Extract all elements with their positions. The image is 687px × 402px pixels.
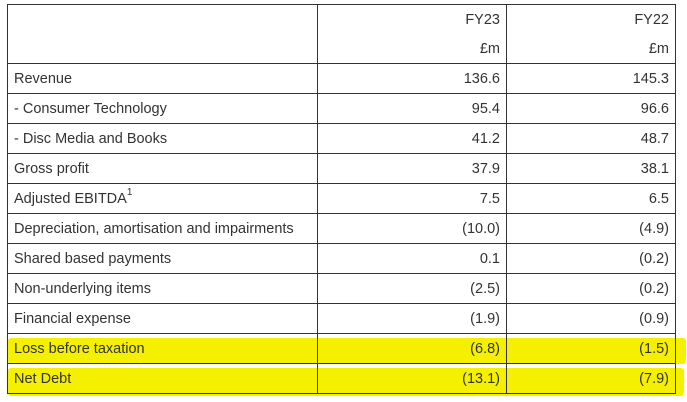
header-fy23: FY23 <box>317 4 507 34</box>
fy23-value: 37.9 <box>317 153 507 184</box>
header-row-unit: £m £m <box>7 34 676 64</box>
fy23-value: (1.9) <box>317 303 507 334</box>
unit-fy22: £m <box>506 34 676 64</box>
row-label: Revenue <box>7 63 318 94</box>
fy22-value: (0.2) <box>506 273 676 304</box>
table-row: Financial expense (1.9) (0.9) <box>7 303 676 334</box>
table-row-highlighted: Loss before taxation (6.8) (1.5) <box>7 333 676 364</box>
fy22-value: (0.9) <box>506 303 676 334</box>
header-blank-cell <box>7 4 318 34</box>
table-row: Adjusted EBITDA1 7.5 6.5 <box>7 183 676 214</box>
table-row: Revenue 136.6 145.3 <box>7 63 676 94</box>
row-label: Gross profit <box>7 153 318 184</box>
fy23-value: 0.1 <box>317 243 507 274</box>
row-label: Adjusted EBITDA1 <box>7 183 318 214</box>
fy23-value: (13.1) <box>317 363 507 394</box>
table-row: Shared based payments 0.1 (0.2) <box>7 243 676 274</box>
header-blank-cell <box>7 34 318 64</box>
table-row: Depreciation, amortisation and impairmen… <box>7 213 676 244</box>
header-fy22: FY22 <box>506 4 676 34</box>
fy23-value: 7.5 <box>317 183 507 214</box>
table-row: - Disc Media and Books 41.2 48.7 <box>7 123 676 154</box>
row-label: Net Debt <box>7 363 318 394</box>
fy22-value: (0.2) <box>506 243 676 274</box>
fy23-value: (6.8) <box>317 333 507 364</box>
table-row: - Consumer Technology 95.4 96.6 <box>7 93 676 124</box>
fy23-value: 95.4 <box>317 93 507 124</box>
fy22-value: 38.1 <box>506 153 676 184</box>
header-row-period: FY23 FY22 <box>7 4 676 34</box>
row-label: Financial expense <box>7 303 318 334</box>
fy23-value: 41.2 <box>317 123 507 154</box>
financial-table: FY23 FY22 £m £m Revenue 136.6 145.3 - Co… <box>7 4 676 394</box>
table-row: Gross profit 37.9 38.1 <box>7 153 676 184</box>
fy22-value: 48.7 <box>506 123 676 154</box>
unit-fy23: £m <box>317 34 507 64</box>
row-label: - Consumer Technology <box>7 93 318 124</box>
fy23-value: (2.5) <box>317 273 507 304</box>
row-label: Non-underlying items <box>7 273 318 304</box>
fy23-value: 136.6 <box>317 63 507 94</box>
row-label: Loss before taxation <box>7 333 318 364</box>
fy22-value: (7.9) <box>506 363 676 394</box>
fy22-value: (1.5) <box>506 333 676 364</box>
fy22-value: 96.6 <box>506 93 676 124</box>
fy22-value: 145.3 <box>506 63 676 94</box>
table-row: Non-underlying items (2.5) (0.2) <box>7 273 676 304</box>
row-label: Depreciation, amortisation and impairmen… <box>7 213 318 244</box>
fy23-value: (10.0) <box>317 213 507 244</box>
row-label-text: Adjusted EBITDA <box>14 190 127 207</box>
table-row-highlighted: Net Debt (13.1) (7.9) <box>7 363 676 394</box>
fy22-value: (4.9) <box>506 213 676 244</box>
row-label: - Disc Media and Books <box>7 123 318 154</box>
footnote-marker: 1 <box>126 186 133 198</box>
fy22-value: 6.5 <box>506 183 676 214</box>
row-label: Shared based payments <box>7 243 318 274</box>
